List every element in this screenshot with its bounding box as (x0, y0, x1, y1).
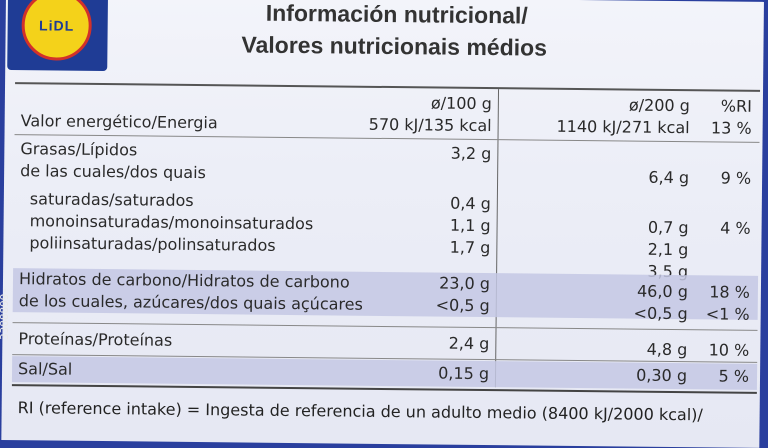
logo-text: LiDL (39, 17, 75, 34)
header-ri: %RI (720, 96, 752, 116)
row-value-100g: 2,4 g (448, 333, 490, 354)
nutrition-table: ø/100 g ø/200 g %RI Valor energético/Ene… (11, 82, 761, 412)
row-name: Sal/Sal (17, 359, 73, 379)
row-value-100g: 1,7 g (449, 237, 491, 258)
row-name: poliinsaturadas/polinsaturados (29, 233, 276, 255)
row-value-100g: 0,4 g (450, 193, 491, 214)
title-line-2: Valores nutricionais médios (241, 31, 548, 61)
row-ri: 5 % (718, 366, 750, 386)
header-per200: ø/200 g (628, 95, 690, 116)
row-value-200g: 0,30 g (636, 365, 688, 386)
row-value-200g: 6,4 g (648, 167, 690, 188)
row-name: de las cuales/dos quais (20, 161, 207, 183)
table-header-row: ø/100 g ø/200 g %RI (15, 88, 760, 115)
row-ri: 9 % (720, 168, 752, 188)
table-row: Grasas/Lípidos 3,2 g (14, 138, 759, 163)
table-row: de las cuales/dos quais 6,4 g 9 % (14, 160, 759, 188)
row-value-100g: 0,15 g (438, 363, 490, 384)
row-name: Proteínas/Proteínas (18, 329, 173, 350)
header-per100: ø/100 g (430, 93, 492, 114)
row-ri: 10 % (708, 340, 750, 360)
row-value-100g: 570 kJ/135 kcal (368, 114, 492, 136)
row-value-100g: <0,5 g (435, 295, 490, 316)
row-name: Valor energético/Energia (20, 111, 218, 133)
row-name: monoinsaturadas/monoinsaturados (29, 211, 314, 234)
row-value-200g: <0,5 g (633, 303, 688, 324)
row-value-100g: 3,2 g (450, 143, 492, 164)
row-name: Grasas/Lípidos (20, 139, 138, 160)
row-name: saturadas/saturados (29, 189, 194, 210)
row-ri: <1 % (705, 304, 750, 324)
row-ri: 13 % (710, 118, 752, 138)
row-value-100g: 23,0 g (439, 273, 491, 294)
column-divider (494, 89, 500, 388)
side-barcode-number: 3388899- (0, 287, 11, 340)
logo-circle: LiDL (21, 0, 93, 61)
row-value-200g: 46,0 g (636, 281, 689, 302)
row-value-100g: 1,1 g (449, 215, 491, 236)
row-value-200g: 0,7 g (647, 217, 689, 238)
row-name: de los cuales, azúcares/dos quais açúcar… (18, 291, 363, 314)
row-value-200g: 1140 kJ/271 kcal (556, 116, 690, 138)
row-value-200g: 2,1 g (647, 239, 689, 260)
table-row: saturadas/saturados 0,4 g (14, 188, 759, 213)
table-row: poliinsaturadas/polinsaturados 1,7 g 2,1… (14, 232, 759, 259)
title-line-1: Información nutricional/ (265, 0, 528, 29)
nutrition-title: Información nutricional/ Valores nutrici… (205, 0, 626, 64)
table-row: monoinsaturadas/monoinsaturados 1,1 g 0,… (14, 210, 759, 238)
row-value-200g: 4,8 g (646, 339, 688, 360)
row-ri: 4 % (720, 218, 751, 238)
lidl-logo: LiDL (7, 0, 109, 72)
row-ri: 18 % (709, 282, 751, 302)
